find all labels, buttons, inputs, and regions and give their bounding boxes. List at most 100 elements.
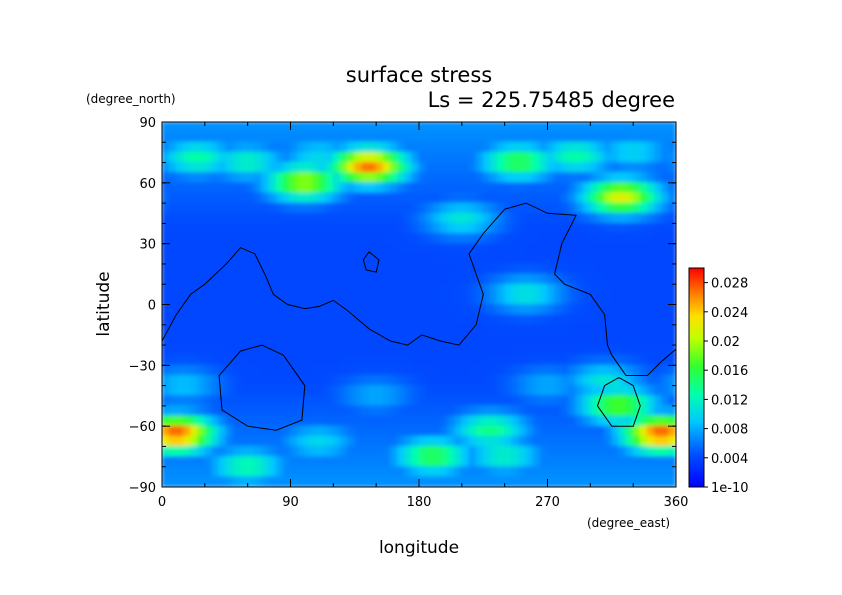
heatmap-cell bbox=[304, 385, 313, 397]
heatmap-cell bbox=[468, 192, 477, 204]
heatmap-cell bbox=[632, 445, 641, 458]
heatmap-cell bbox=[461, 293, 470, 305]
heatmap-cell bbox=[575, 253, 584, 265]
heatmap-cell bbox=[311, 172, 320, 184]
heatmap-cell bbox=[304, 273, 313, 285]
heatmap-cell bbox=[339, 212, 349, 224]
heatmap-cell bbox=[511, 263, 520, 275]
heatmap-cell bbox=[404, 466, 413, 478]
heatmap-cell bbox=[232, 395, 242, 407]
heatmap-cell bbox=[497, 354, 506, 366]
heatmap-cell bbox=[554, 141, 563, 153]
heatmap-cell bbox=[332, 324, 341, 336]
heatmap-cell bbox=[247, 456, 256, 468]
heatmap-cell bbox=[639, 151, 648, 164]
heatmap-cell bbox=[568, 253, 577, 265]
heatmap-cell bbox=[361, 385, 370, 397]
heatmap-cell bbox=[582, 222, 591, 235]
heatmap-cell bbox=[582, 385, 591, 397]
heatmap-cell bbox=[425, 395, 434, 407]
heatmap-cell bbox=[240, 233, 249, 245]
heatmap-cell bbox=[318, 385, 327, 397]
heatmap-cell bbox=[347, 425, 356, 437]
heatmap-cell bbox=[182, 151, 192, 164]
heatmap-cell bbox=[596, 122, 606, 133]
heatmap-cell bbox=[504, 212, 513, 224]
heatmap-cell bbox=[325, 415, 334, 427]
heatmap-cell bbox=[268, 304, 277, 316]
heatmap-cell bbox=[596, 354, 606, 366]
heatmap-cell bbox=[504, 304, 513, 316]
heatmap-cell bbox=[275, 304, 284, 316]
heatmap-cell bbox=[511, 283, 520, 295]
heatmap-cell bbox=[582, 293, 591, 305]
heatmap-cell bbox=[468, 425, 477, 437]
heatmap-cell bbox=[197, 141, 206, 153]
heatmap-cell bbox=[618, 243, 627, 255]
heatmap-cell bbox=[247, 192, 256, 204]
heatmap-cell bbox=[504, 415, 513, 427]
heatmap-cell bbox=[518, 334, 527, 346]
heatmap-cell bbox=[497, 263, 506, 275]
heatmap-cell bbox=[247, 344, 256, 356]
heatmap-cell bbox=[332, 304, 341, 316]
heatmap-cell bbox=[661, 314, 670, 326]
heatmap-cell bbox=[332, 354, 341, 366]
heatmap-cell bbox=[197, 253, 206, 265]
heatmap-cell bbox=[361, 314, 370, 326]
heatmap-cell bbox=[325, 182, 334, 194]
heatmap-cell bbox=[439, 172, 449, 184]
heatmap-cell bbox=[204, 445, 213, 458]
heatmap-cell bbox=[561, 344, 570, 356]
heatmap-cell bbox=[261, 192, 270, 204]
heatmap-cell bbox=[561, 293, 570, 305]
heatmap-cell bbox=[439, 425, 449, 437]
heatmap-cell bbox=[268, 456, 277, 468]
heatmap-cell bbox=[311, 435, 320, 447]
heatmap-cell bbox=[611, 344, 620, 356]
heatmap-cell bbox=[397, 425, 406, 437]
heatmap-cell bbox=[204, 466, 213, 478]
heatmap-cell bbox=[439, 263, 449, 275]
heatmap-cell bbox=[497, 466, 506, 478]
heatmap-cell bbox=[290, 385, 299, 397]
heatmap-cell bbox=[618, 425, 627, 437]
heatmap-cell bbox=[447, 233, 456, 245]
heatmap-cell bbox=[511, 445, 520, 458]
heatmap-cell bbox=[190, 405, 199, 417]
heatmap-cell bbox=[204, 233, 213, 245]
heatmap-cell bbox=[468, 445, 477, 458]
heatmap-cell bbox=[547, 253, 556, 265]
heatmap-cell bbox=[168, 202, 177, 214]
contour-lines bbox=[162, 202, 676, 431]
heatmap-cell bbox=[575, 314, 584, 326]
heatmap-cell bbox=[375, 314, 384, 326]
heatmap-cell bbox=[175, 405, 184, 417]
heatmap-cell bbox=[518, 212, 527, 224]
heatmap-cell bbox=[618, 324, 627, 336]
heatmap-cell bbox=[232, 445, 242, 458]
heatmap-cell bbox=[439, 122, 449, 133]
heatmap-cell bbox=[547, 415, 556, 427]
heatmap-cell bbox=[482, 466, 491, 478]
heatmap-cell bbox=[168, 435, 177, 447]
heatmap-cell bbox=[325, 456, 334, 468]
heatmap-cell bbox=[175, 233, 184, 245]
heatmap-cell bbox=[482, 425, 491, 437]
heatmap-cell bbox=[439, 324, 449, 336]
heatmap-cell bbox=[204, 192, 213, 204]
heatmap-cell bbox=[589, 415, 598, 427]
heatmap-cell bbox=[482, 233, 491, 245]
x-tick-label: 180 bbox=[407, 495, 432, 510]
heatmap-cell bbox=[225, 263, 234, 275]
heatmap-cell bbox=[668, 273, 676, 285]
heatmap-cell bbox=[639, 314, 648, 326]
heatmap-cell bbox=[347, 385, 356, 397]
heatmap-cell bbox=[525, 283, 534, 295]
heatmap-cell bbox=[318, 354, 327, 366]
heatmap-cell bbox=[318, 202, 327, 214]
heatmap-cell bbox=[197, 222, 206, 235]
heatmap-cell bbox=[425, 364, 434, 376]
heatmap-cell bbox=[339, 425, 349, 437]
heatmap-cell bbox=[332, 415, 341, 427]
